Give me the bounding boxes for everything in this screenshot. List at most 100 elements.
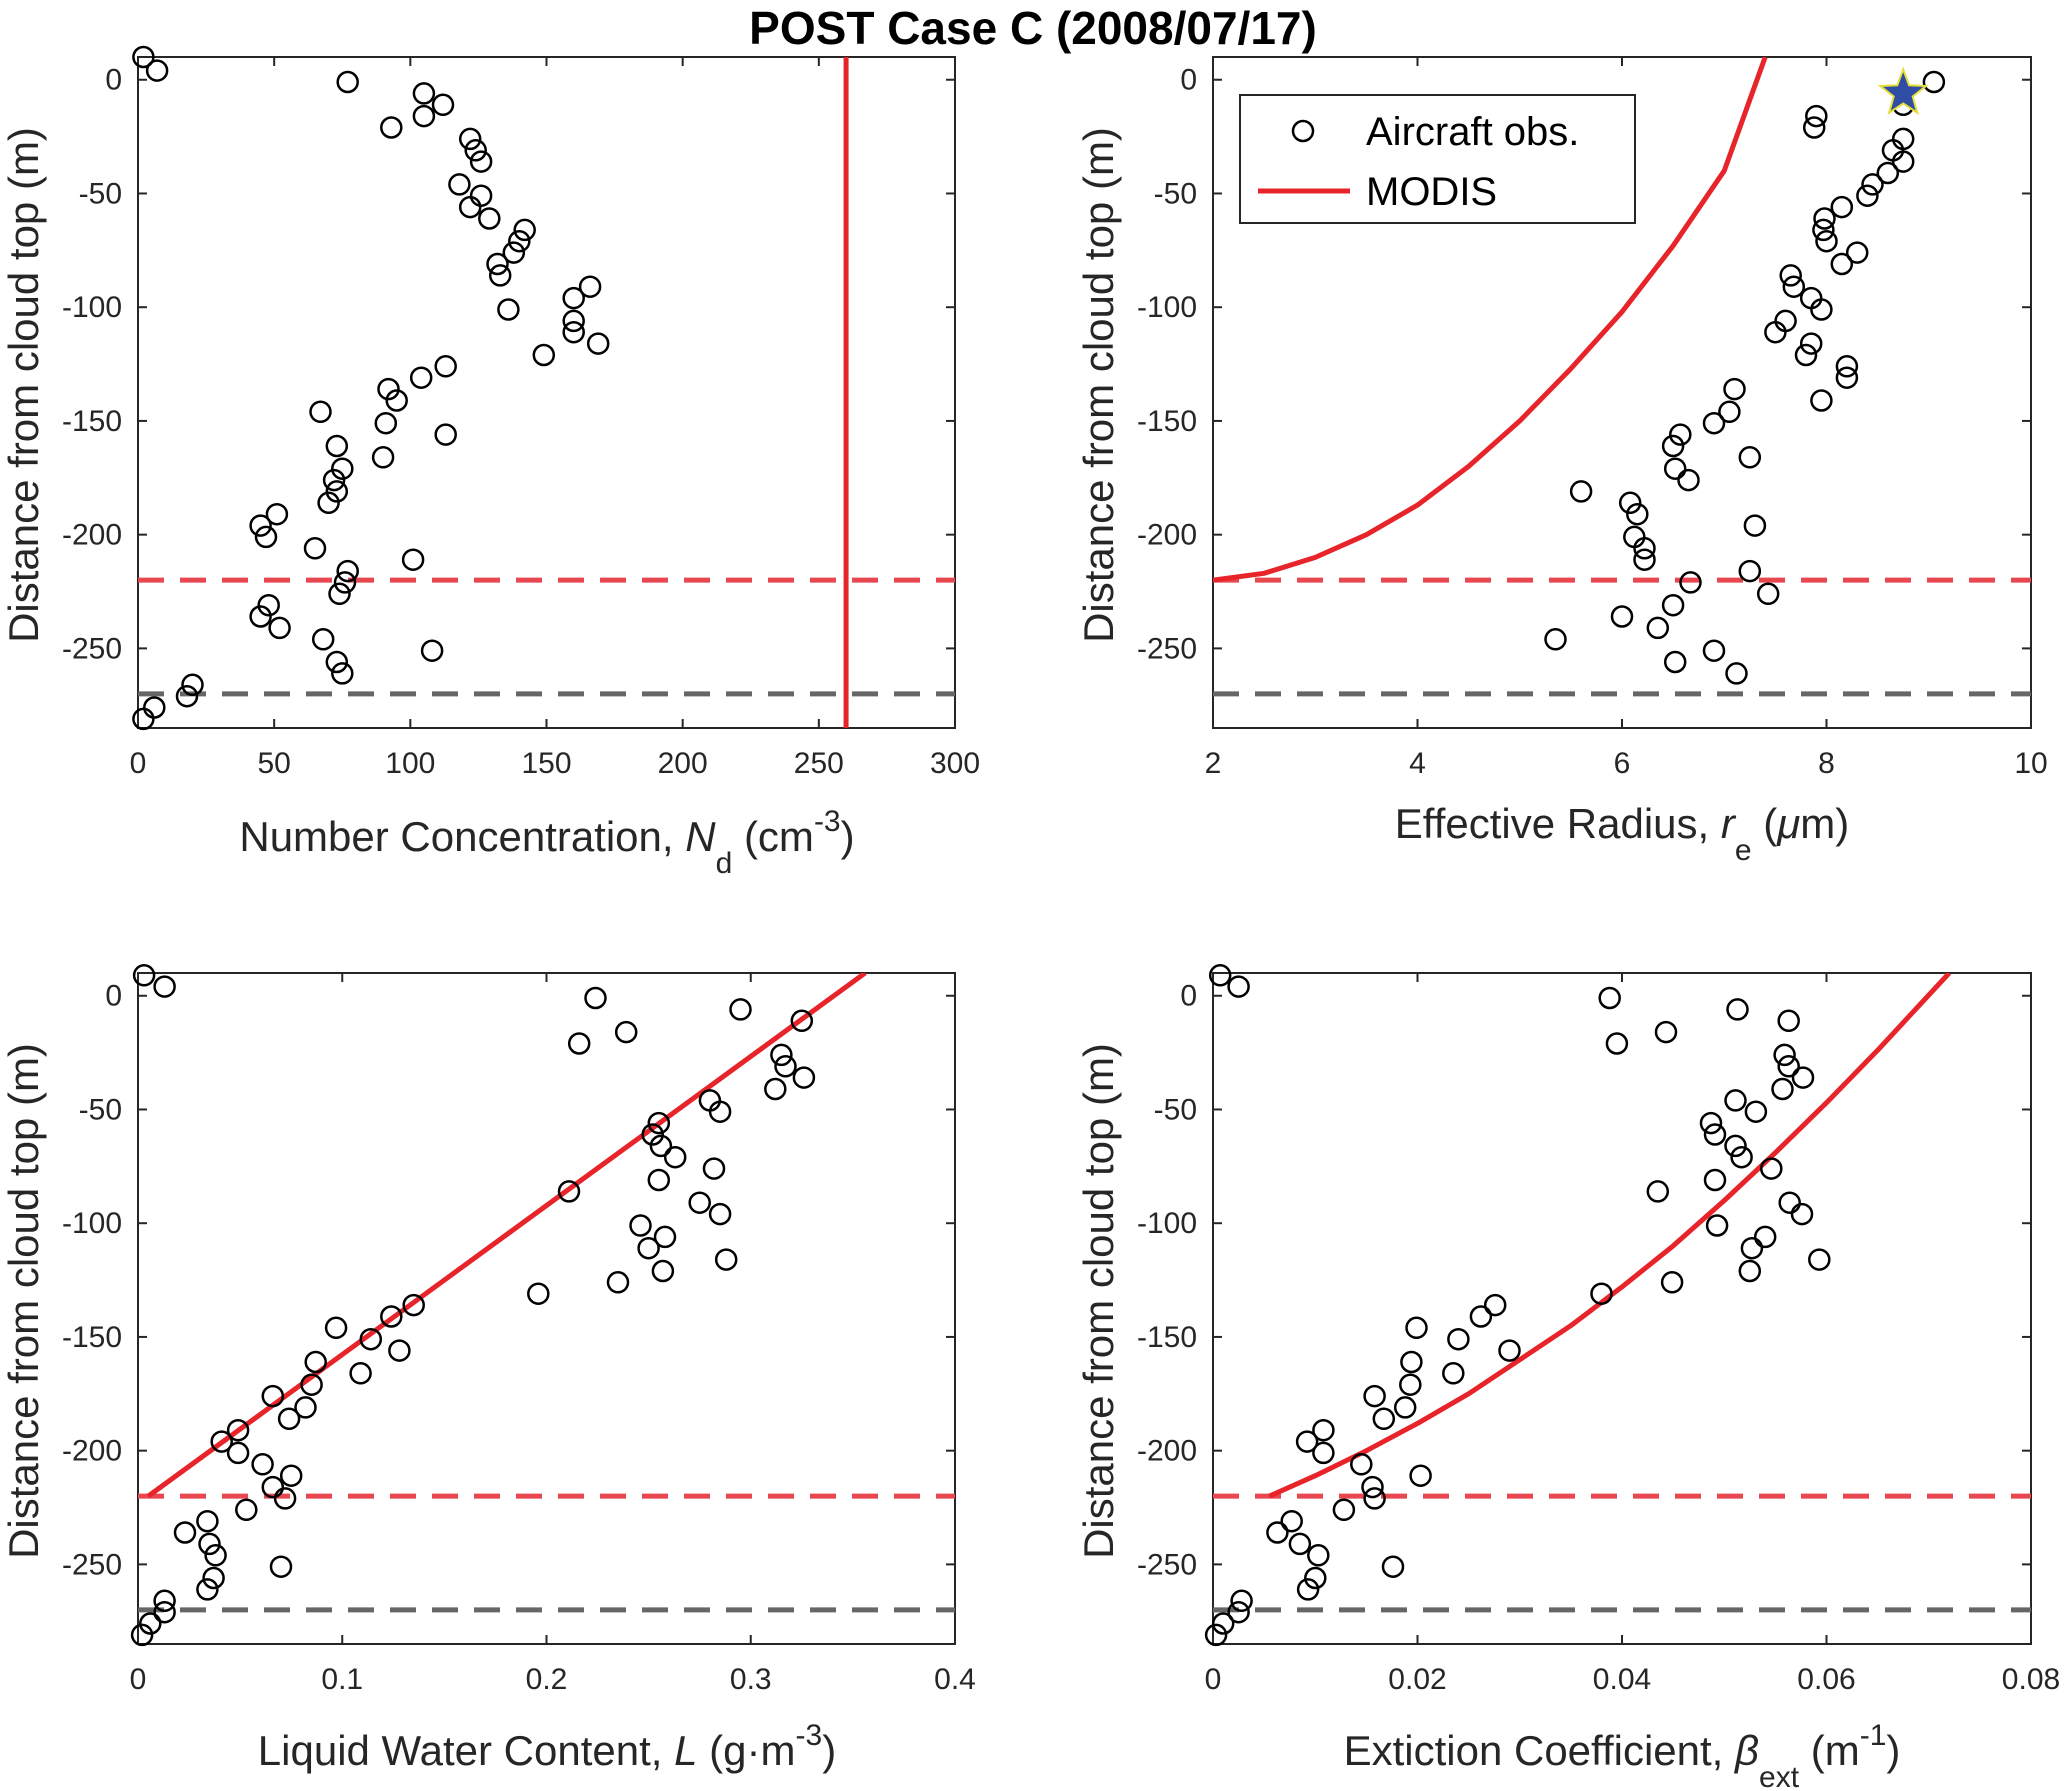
observation-point [729, 998, 752, 1021]
observation-point [322, 468, 346, 492]
observation-point [336, 559, 359, 583]
observation-point [1861, 173, 1884, 196]
observation-point [1646, 616, 1670, 640]
plot-area [1213, 973, 2031, 1613]
observation-point [1633, 537, 1656, 560]
observation-point [1702, 411, 1726, 435]
observation-point [1663, 650, 1687, 674]
observation-point [431, 93, 455, 117]
observation-point [1845, 241, 1869, 264]
observation-point [143, 696, 166, 719]
observation-point [647, 1111, 671, 1135]
panel-extinction-coefficient: 0 0.02 0.04 0.06 0.08 -250 -200 -150 -100 -50 0 Di… [1075, 964, 2060, 1791]
observation-point [641, 1123, 664, 1146]
observation-point [1805, 104, 1828, 128]
observation-point [1312, 1418, 1335, 1442]
observation-point [1363, 1487, 1386, 1510]
observation-point [1405, 1316, 1428, 1340]
observation-point [130, 1623, 154, 1647]
observation-point [1227, 1600, 1250, 1624]
observation-point [1381, 1555, 1405, 1578]
y-tick-label: -150 [62, 1321, 122, 1354]
figure-title: POST Case C (2008/07/17) [749, 2, 1317, 54]
observation-point [1764, 320, 1787, 344]
observation-point [251, 1453, 274, 1476]
observation-point [261, 1384, 285, 1408]
observation-point [764, 1077, 787, 1101]
observation-point [309, 400, 332, 424]
observation-point [1679, 571, 1702, 594]
observation-point [1469, 1305, 1493, 1328]
y-tick-label: -200 [62, 1435, 122, 1468]
observation-point [1702, 639, 1726, 662]
observation-point [1773, 1043, 1796, 1067]
observation-point [1363, 1384, 1386, 1408]
observation-point [1740, 1236, 1764, 1260]
observation-point [1718, 400, 1741, 424]
observation-point [1626, 502, 1649, 526]
observation-point [1723, 377, 1746, 401]
observation-point [1208, 964, 1232, 987]
observation-point [132, 964, 156, 987]
x-tick-label: 6 [1614, 747, 1631, 780]
observation-point [385, 389, 408, 412]
observation-point [1830, 252, 1854, 276]
observation-point [1372, 1407, 1396, 1431]
y-tick-label: -100 [1137, 291, 1197, 324]
x-tick-label: 200 [658, 747, 708, 780]
observation-point [508, 229, 531, 253]
observation-point [1280, 1509, 1303, 1533]
observation-point [269, 1555, 293, 1578]
observation-point [562, 309, 585, 333]
x-tick-label: 150 [521, 747, 571, 780]
observation-point [349, 1362, 372, 1385]
observation-point [1361, 1475, 1384, 1499]
observation-point [1738, 559, 1762, 583]
y-tick-label: -250 [62, 632, 122, 665]
observation-point [380, 116, 403, 139]
observation-point [1779, 264, 1802, 287]
observation-point [1876, 161, 1900, 185]
observation-point [488, 264, 512, 287]
observation-point [1663, 457, 1687, 480]
observation-point [181, 673, 204, 697]
observation-point [1296, 1578, 1320, 1601]
observation-point [377, 377, 400, 401]
observation-point [557, 1180, 581, 1203]
panel-number-concentration: 0 50 100 150 200 250 300 -250 -200 -150 -100 -50 0 D… [0, 45, 980, 880]
observation-point [1660, 1271, 1684, 1294]
observation-point [1610, 605, 1634, 628]
observation-point [196, 1509, 219, 1533]
plot-area [138, 973, 955, 1613]
observation-point [257, 593, 280, 617]
observation-point [1350, 1453, 1373, 1476]
observation-point [1812, 218, 1835, 242]
observation-point [153, 975, 176, 998]
observation-point [1777, 1009, 1800, 1033]
observation-point [1810, 389, 1833, 412]
observation-point [1295, 1430, 1319, 1453]
observation-point [173, 1521, 197, 1544]
y-tick-label: -100 [62, 291, 122, 324]
observation-point [1743, 514, 1767, 537]
observation-point [792, 1066, 816, 1089]
observation-point [497, 298, 520, 321]
observation-point [1724, 1089, 1747, 1112]
ylabel-panel3: Distance from cloud top (m) [0, 1043, 47, 1559]
y-tick-label: -200 [1137, 1435, 1197, 1468]
observation-point [708, 1100, 732, 1123]
observation-point [1782, 275, 1806, 298]
observation-point [1705, 1214, 1729, 1237]
observation-point [210, 1430, 233, 1453]
observation-point [567, 1032, 591, 1055]
xlabel-panel1: Number Concentration, Nd (cm-3) [239, 805, 854, 880]
observation-point [434, 355, 457, 378]
observation-point [708, 1202, 732, 1226]
observation-point [1738, 1259, 1762, 1283]
observation-point [226, 1418, 250, 1442]
observation-point [1725, 662, 1748, 685]
observation-point [1661, 593, 1685, 617]
observation-point [1633, 548, 1656, 571]
y-tick-label: -50 [1154, 1093, 1197, 1126]
observation-point [1332, 1498, 1356, 1522]
